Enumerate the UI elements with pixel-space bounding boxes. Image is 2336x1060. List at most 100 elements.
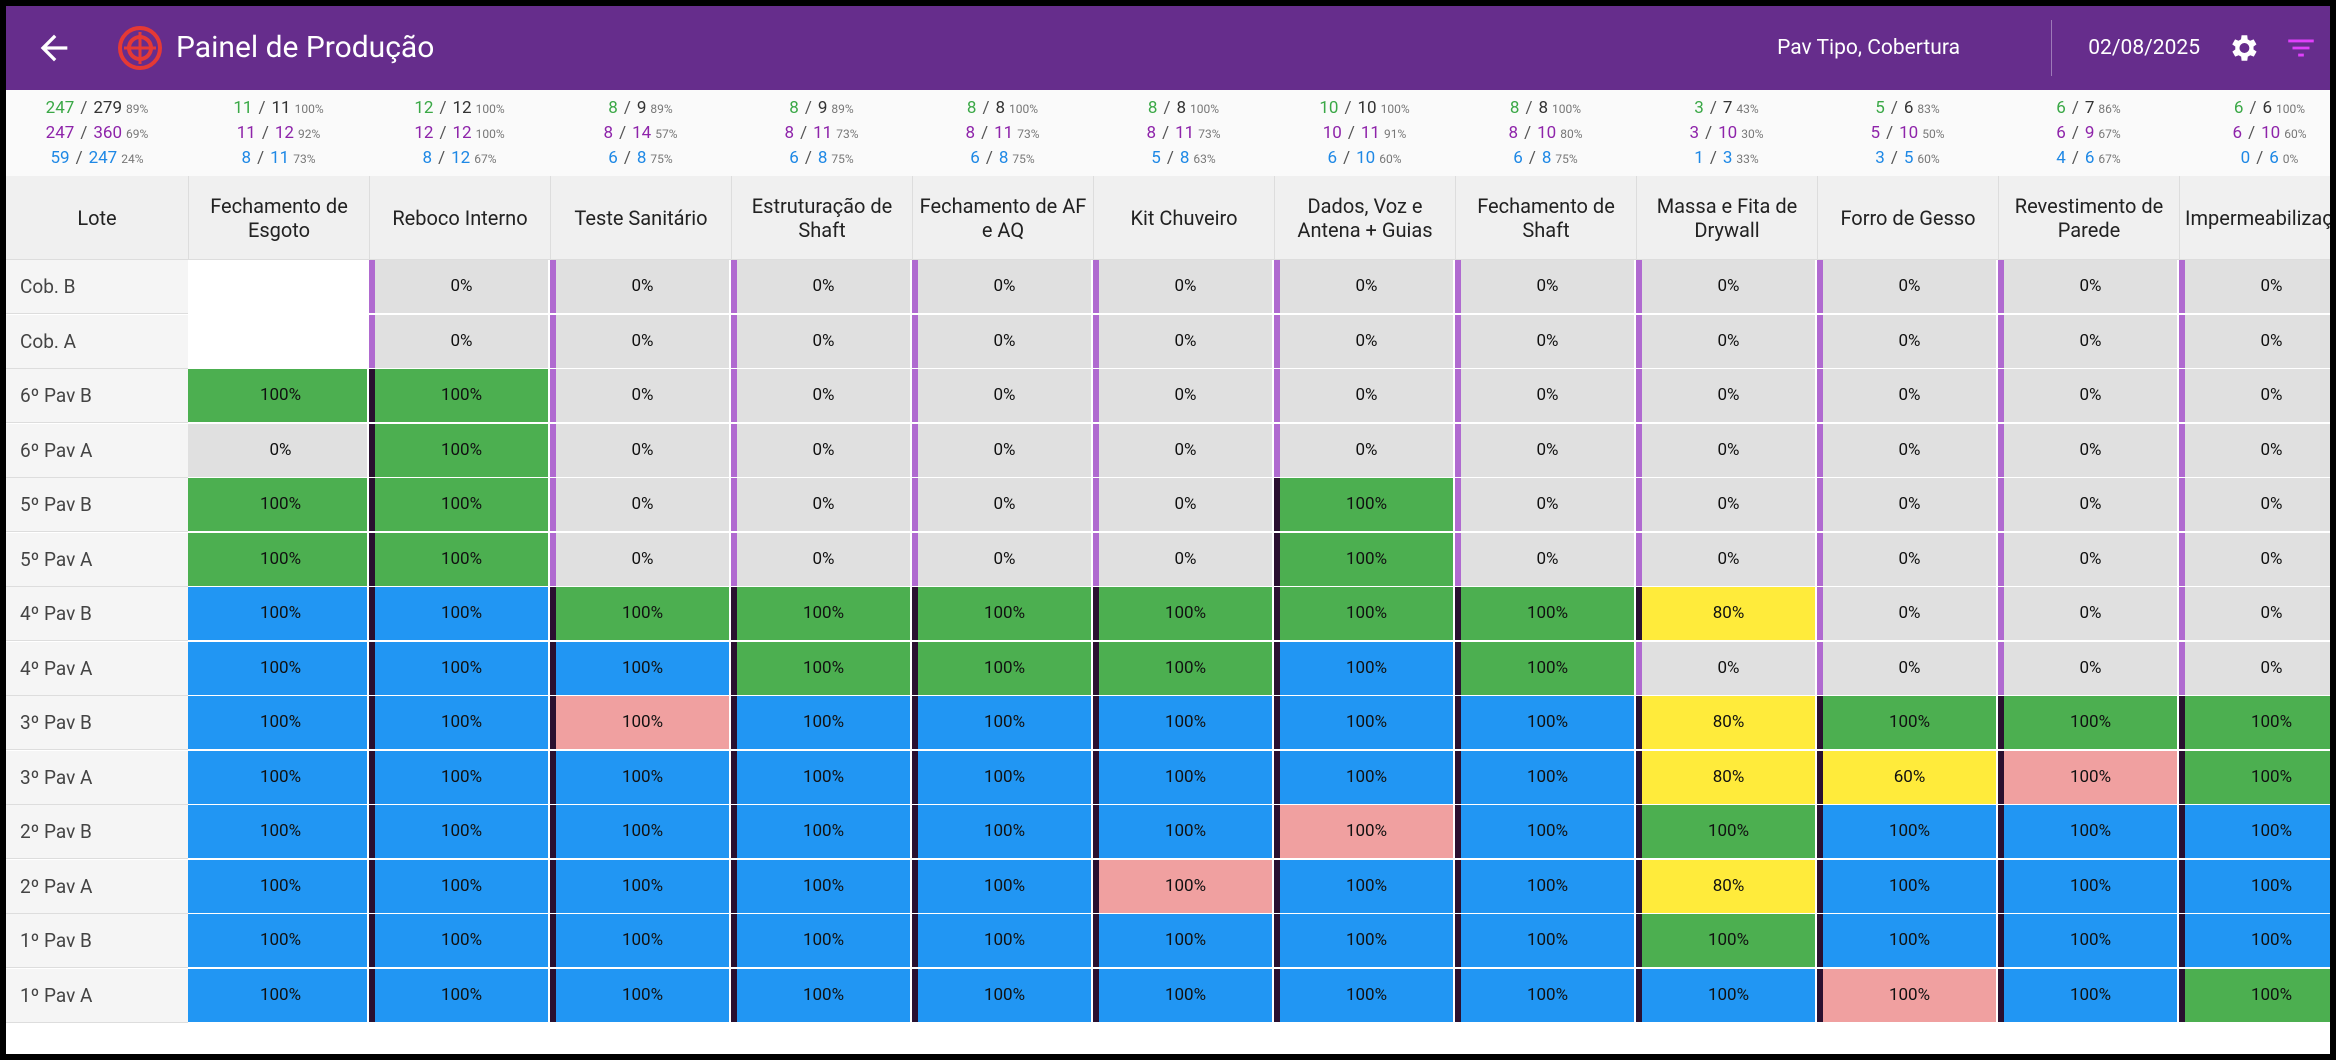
status-cell[interactable]: 0% bbox=[1093, 478, 1272, 531]
status-cell[interactable]: 0% bbox=[1998, 369, 2177, 422]
status-cell[interactable]: 100% bbox=[1998, 696, 2177, 749]
status-cell[interactable]: 0% bbox=[550, 532, 729, 586]
status-cell[interactable]: 100% bbox=[188, 859, 367, 913]
status-cell[interactable]: 100% bbox=[188, 532, 367, 586]
status-cell[interactable]: 100% bbox=[550, 750, 729, 804]
status-cell[interactable]: 0% bbox=[2179, 587, 2330, 640]
status-cell[interactable]: 100% bbox=[1455, 914, 1634, 967]
status-cell[interactable]: 100% bbox=[912, 750, 1091, 804]
status-cell[interactable]: 0% bbox=[1636, 369, 1815, 422]
status-cell[interactable]: 0% bbox=[731, 478, 910, 531]
status-cell[interactable]: 100% bbox=[188, 641, 367, 695]
status-cell[interactable]: 100% bbox=[912, 914, 1091, 967]
status-cell[interactable]: 100% bbox=[1093, 914, 1272, 967]
status-cell[interactable]: 100% bbox=[188, 750, 367, 804]
status-cell[interactable]: 0% bbox=[1093, 260, 1272, 313]
status-cell[interactable]: 0% bbox=[1998, 423, 2177, 477]
status-cell[interactable]: 0% bbox=[912, 532, 1091, 586]
status-cell[interactable]: 100% bbox=[1274, 914, 1453, 967]
status-cell[interactable]: 0% bbox=[550, 260, 729, 313]
status-cell[interactable]: 100% bbox=[2179, 914, 2330, 967]
status-cell[interactable]: 100% bbox=[1455, 696, 1634, 749]
status-cell[interactable]: 100% bbox=[550, 696, 729, 749]
location[interactable]: Pav Tipo, Cobertura bbox=[1777, 36, 1960, 60]
status-cell[interactable]: 0% bbox=[731, 260, 910, 313]
status-cell[interactable]: 100% bbox=[731, 750, 910, 804]
status-cell[interactable]: 0% bbox=[1998, 260, 2177, 313]
status-cell[interactable]: 100% bbox=[731, 914, 910, 967]
status-cell[interactable]: 100% bbox=[2179, 750, 2330, 804]
status-cell[interactable]: 100% bbox=[369, 750, 548, 804]
status-cell[interactable]: 100% bbox=[731, 696, 910, 749]
status-cell[interactable]: 0% bbox=[731, 369, 910, 422]
status-cell[interactable]: 0% bbox=[1817, 314, 1996, 368]
status-cell[interactable]: 100% bbox=[912, 968, 1091, 1022]
status-cell[interactable]: 0% bbox=[1998, 641, 2177, 695]
status-cell[interactable]: 0% bbox=[1093, 532, 1272, 586]
status-cell[interactable]: 0% bbox=[550, 423, 729, 477]
status-cell[interactable]: 100% bbox=[369, 914, 548, 967]
back-button[interactable] bbox=[34, 28, 74, 68]
status-cell[interactable]: 100% bbox=[1455, 641, 1634, 695]
status-cell[interactable]: 100% bbox=[731, 968, 910, 1022]
status-cell[interactable]: 100% bbox=[731, 805, 910, 858]
status-cell[interactable]: 100% bbox=[1274, 805, 1453, 858]
status-cell[interactable]: 100% bbox=[1455, 859, 1634, 913]
status-cell[interactable]: 100% bbox=[1455, 587, 1634, 640]
status-cell[interactable]: 80% bbox=[1636, 587, 1815, 640]
status-cell[interactable]: 0% bbox=[731, 532, 910, 586]
status-cell[interactable]: 100% bbox=[1274, 859, 1453, 913]
status-cell[interactable]: 100% bbox=[550, 914, 729, 967]
status-cell[interactable]: 100% bbox=[1455, 750, 1634, 804]
status-cell[interactable]: 100% bbox=[1636, 968, 1815, 1022]
status-cell[interactable]: 100% bbox=[1093, 805, 1272, 858]
status-cell[interactable]: 0% bbox=[2179, 532, 2330, 586]
status-cell[interactable]: 0% bbox=[1455, 314, 1634, 368]
status-cell[interactable]: 100% bbox=[731, 641, 910, 695]
status-cell[interactable]: 100% bbox=[188, 587, 367, 640]
status-cell[interactable]: 100% bbox=[369, 532, 548, 586]
status-cell[interactable]: 0% bbox=[1636, 532, 1815, 586]
status-cell[interactable]: 60% bbox=[1817, 750, 1996, 804]
status-cell[interactable]: 100% bbox=[188, 369, 367, 422]
status-cell[interactable]: 100% bbox=[1274, 968, 1453, 1022]
status-cell[interactable]: 100% bbox=[1274, 641, 1453, 695]
status-cell[interactable]: 100% bbox=[731, 587, 910, 640]
status-cell[interactable]: 80% bbox=[1636, 750, 1815, 804]
status-cell[interactable]: 100% bbox=[369, 968, 548, 1022]
status-cell[interactable]: 100% bbox=[912, 805, 1091, 858]
status-cell[interactable]: 0% bbox=[1636, 641, 1815, 695]
status-cell[interactable]: 0% bbox=[1455, 369, 1634, 422]
status-cell[interactable]: 100% bbox=[369, 805, 548, 858]
date[interactable]: 02/08/2025 bbox=[2088, 36, 2200, 60]
status-cell[interactable]: 0% bbox=[1998, 478, 2177, 531]
status-cell[interactable]: 100% bbox=[1998, 750, 2177, 804]
status-cell[interactable]: 100% bbox=[2179, 805, 2330, 858]
status-cell[interactable]: 100% bbox=[1998, 968, 2177, 1022]
status-cell[interactable]: 100% bbox=[1817, 968, 1996, 1022]
status-cell[interactable]: 80% bbox=[1636, 859, 1815, 913]
status-cell[interactable]: 0% bbox=[731, 314, 910, 368]
status-cell[interactable]: 0% bbox=[912, 314, 1091, 368]
status-cell[interactable]: 0% bbox=[1093, 369, 1272, 422]
status-cell[interactable]: 0% bbox=[1274, 260, 1453, 313]
status-cell[interactable]: 0% bbox=[1455, 260, 1634, 313]
status-cell[interactable]: 0% bbox=[912, 423, 1091, 477]
status-cell[interactable]: 100% bbox=[188, 805, 367, 858]
status-cell[interactable]: 100% bbox=[1998, 914, 2177, 967]
status-cell[interactable]: 100% bbox=[1274, 587, 1453, 640]
status-cell[interactable]: 0% bbox=[1455, 532, 1634, 586]
status-cell[interactable]: 0% bbox=[1455, 423, 1634, 477]
status-cell[interactable]: 100% bbox=[550, 859, 729, 913]
status-cell[interactable]: 0% bbox=[1636, 260, 1815, 313]
status-cell[interactable]: 0% bbox=[550, 478, 729, 531]
status-cell[interactable]: 0% bbox=[1455, 478, 1634, 531]
status-cell[interactable]: 100% bbox=[188, 696, 367, 749]
status-cell[interactable]: 100% bbox=[550, 805, 729, 858]
status-cell[interactable]: 0% bbox=[1636, 478, 1815, 531]
status-cell[interactable]: 100% bbox=[1274, 696, 1453, 749]
status-cell[interactable]: 100% bbox=[369, 859, 548, 913]
status-cell[interactable]: 0% bbox=[1274, 369, 1453, 422]
status-cell[interactable]: 100% bbox=[912, 859, 1091, 913]
status-cell[interactable]: 0% bbox=[1998, 314, 2177, 368]
